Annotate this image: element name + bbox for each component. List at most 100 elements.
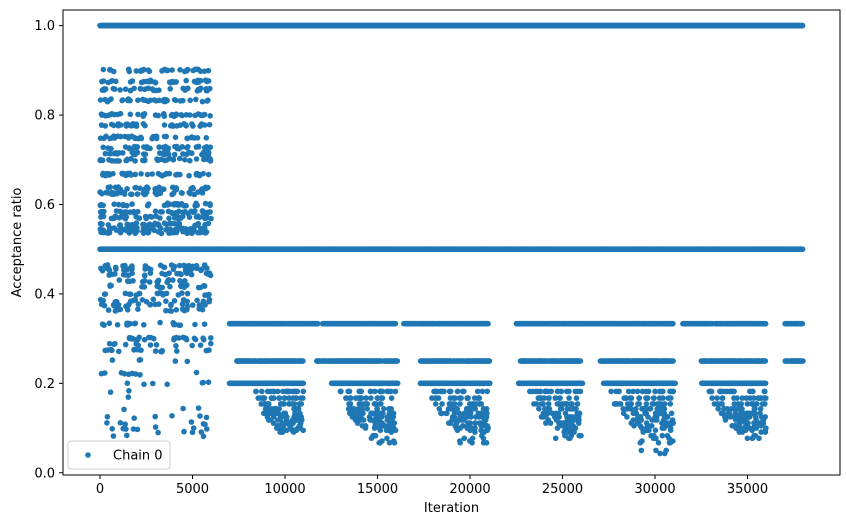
data-point xyxy=(577,358,584,364)
data-point xyxy=(125,135,132,141)
data-point xyxy=(122,86,129,92)
data-point xyxy=(197,123,203,129)
data-point xyxy=(110,85,117,92)
data-point xyxy=(799,320,806,327)
data-point xyxy=(198,112,204,118)
data-point xyxy=(172,143,178,150)
data-point xyxy=(119,150,126,156)
data-point xyxy=(149,135,155,142)
data-point xyxy=(171,151,178,158)
data-point xyxy=(181,68,188,75)
data-point xyxy=(115,123,122,129)
data-point xyxy=(762,358,769,364)
data-point xyxy=(314,320,321,327)
data-point xyxy=(193,96,199,103)
data-point xyxy=(184,145,190,151)
data-point xyxy=(161,150,168,157)
data-point xyxy=(133,150,140,156)
data-point xyxy=(124,157,130,164)
data-point xyxy=(100,66,107,73)
data-point xyxy=(203,77,209,84)
data-point xyxy=(113,78,119,85)
data-point xyxy=(172,134,179,141)
data-point xyxy=(172,79,178,85)
data-point xyxy=(161,113,168,119)
data-point xyxy=(190,67,196,74)
data-point xyxy=(114,133,121,139)
data-point xyxy=(156,97,163,104)
data-point xyxy=(184,135,190,142)
data-point xyxy=(762,380,769,387)
data-point xyxy=(127,87,134,94)
data-point xyxy=(155,112,162,119)
data-point xyxy=(106,157,112,163)
data-point xyxy=(163,133,169,140)
data-point xyxy=(670,358,676,364)
data-point xyxy=(105,145,111,151)
data-point xyxy=(185,85,191,92)
data-point xyxy=(142,122,148,129)
data-point xyxy=(194,135,201,141)
data-point xyxy=(392,320,399,327)
data-point xyxy=(161,122,168,128)
data-point xyxy=(167,86,173,92)
data-point xyxy=(579,380,586,387)
data-point xyxy=(186,149,193,156)
data-point xyxy=(100,144,106,151)
data-point xyxy=(201,68,208,74)
data-point xyxy=(97,135,104,141)
data-point xyxy=(193,156,200,162)
data-point xyxy=(195,143,202,150)
data-point xyxy=(147,78,153,85)
data-point xyxy=(108,135,115,141)
data-point xyxy=(139,68,145,74)
data-point xyxy=(187,97,193,104)
data-point xyxy=(800,358,806,364)
data-point xyxy=(169,67,175,73)
data-point xyxy=(162,157,168,164)
data-point xyxy=(203,156,210,162)
data-point xyxy=(144,145,151,151)
data-point xyxy=(161,66,168,73)
data-point xyxy=(119,97,125,104)
data-point xyxy=(205,97,211,103)
data-point xyxy=(99,112,105,118)
data-point xyxy=(486,358,493,364)
data-point xyxy=(137,85,144,92)
data-point xyxy=(176,155,183,162)
data-point xyxy=(799,22,806,29)
data-point xyxy=(125,66,132,73)
data-point xyxy=(394,380,401,387)
data-point xyxy=(171,97,178,103)
data-point xyxy=(133,144,140,151)
data-point xyxy=(179,112,185,119)
data-point xyxy=(191,78,198,85)
data-point xyxy=(394,358,401,364)
data-point xyxy=(182,156,188,163)
data-point xyxy=(141,111,148,117)
data-point xyxy=(138,135,145,142)
data-point xyxy=(196,87,203,93)
data-point xyxy=(122,144,129,150)
data-point xyxy=(146,68,153,75)
data-point xyxy=(125,97,131,104)
data-point xyxy=(487,380,493,387)
data-point xyxy=(189,121,195,127)
data-point xyxy=(762,320,769,327)
data-point xyxy=(103,133,109,140)
data-point xyxy=(145,85,152,92)
data-point xyxy=(153,87,160,94)
data-point xyxy=(207,113,213,119)
data-point xyxy=(187,112,193,118)
data-point xyxy=(162,98,168,105)
data-point xyxy=(189,134,195,141)
data-point xyxy=(177,98,184,104)
data-point xyxy=(135,97,141,103)
data-point xyxy=(114,151,121,157)
data-point xyxy=(111,111,118,118)
data-point xyxy=(102,123,109,129)
data-points xyxy=(97,22,806,457)
data-point xyxy=(300,380,307,387)
data-point xyxy=(183,123,189,129)
